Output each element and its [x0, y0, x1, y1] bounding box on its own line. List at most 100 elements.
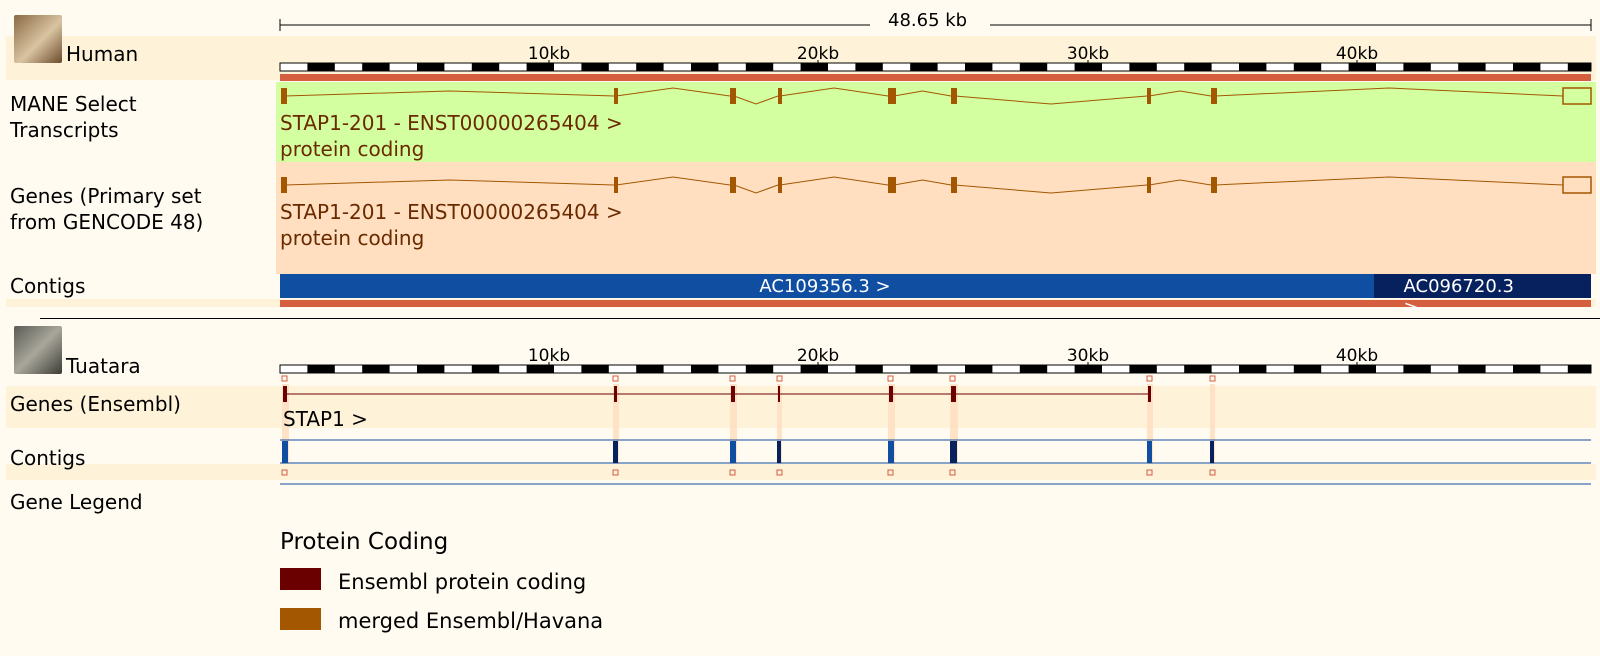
- ruler-segment: [965, 63, 993, 71]
- genes-exon: [614, 177, 618, 193]
- synteny-marker-bottom: [281, 469, 288, 476]
- ruler-tick-label: 30kb: [1066, 44, 1110, 64]
- contig-ac096720[interactable]: AC096720.3 >: [1403, 276, 1514, 318]
- ruler-segment: [362, 63, 390, 71]
- mane-intron: [615, 87, 731, 97]
- ruler-tick-label: 10kb: [527, 346, 571, 366]
- ruler-segment: [1513, 63, 1541, 71]
- tuatara-contig-block: [613, 441, 618, 463]
- genes-intron: [893, 179, 952, 186]
- mane-track-bg: [276, 82, 1596, 162]
- human-contigs-label: Contigs: [10, 274, 86, 298]
- tuatara-exon: [283, 386, 287, 402]
- genes-exon: [778, 177, 782, 193]
- synteny-column: [730, 384, 737, 464]
- mane-intron: [954, 95, 1148, 105]
- synteny-marker-bottom: [729, 469, 736, 476]
- tuatara-contig-block: [282, 441, 288, 463]
- genes-transcript-label[interactable]: STAP1-201 - ENST00000265404 > protein co…: [280, 200, 623, 250]
- mane-track-label: MANE Select Transcripts: [10, 92, 137, 142]
- tuatara-exon: [889, 386, 893, 402]
- ruler-segment: [1293, 63, 1322, 71]
- mane-intron: [893, 90, 952, 97]
- legend-label-merged: merged Ensembl/Havana: [338, 609, 604, 633]
- mane-exon: [614, 88, 618, 104]
- ruler-segment: [636, 365, 664, 373]
- ruler-segment: [362, 365, 390, 373]
- synteny-marker-top: [1209, 375, 1216, 382]
- human-species-band: [6, 36, 1596, 80]
- genes-intron: [779, 176, 889, 186]
- ruler-segment: [307, 63, 335, 71]
- ruler-segment: [581, 365, 609, 373]
- tuatara-contig-block: [888, 441, 894, 463]
- genes-intron: [1148, 179, 1212, 186]
- synteny-marker-top: [1146, 375, 1153, 382]
- contig-ac109356[interactable]: AC109356.3 >: [759, 276, 891, 297]
- ruler-segment: [526, 365, 554, 373]
- ruler-segment: [855, 63, 883, 71]
- ruler-segment: [581, 63, 609, 71]
- human-avatar: [14, 15, 62, 63]
- genes-track-label: Genes (Primary set from GENCODE 48): [10, 184, 204, 234]
- ruler-tick-label: 30kb: [1066, 346, 1110, 366]
- synteny-column: [950, 384, 958, 464]
- ruler-segment: [1567, 365, 1591, 373]
- human-red-bar-bottom: [280, 300, 1591, 307]
- ruler-segment: [1239, 365, 1267, 373]
- mane-exon: [888, 88, 896, 104]
- mane-intron: [1214, 87, 1564, 97]
- genes-exon: [1147, 177, 1151, 193]
- genes-exon: [730, 177, 736, 193]
- mane-exon: [281, 88, 287, 104]
- ruler-segment: [1129, 63, 1157, 71]
- ruler-segment: [745, 365, 774, 373]
- mane-intron: [1148, 90, 1212, 97]
- genes-intron: [615, 176, 731, 186]
- tuatara-exon: [778, 386, 780, 402]
- tuatara-exon: [1148, 386, 1151, 402]
- tuatara-genes-label: Genes (Ensembl): [10, 392, 181, 416]
- synteny-marker-bottom: [776, 469, 783, 476]
- genes-utr: [1562, 176, 1592, 194]
- ruler-segment: [1403, 365, 1431, 373]
- tuatara-contig-block: [730, 441, 736, 463]
- tuatara-contig-block: [777, 441, 781, 463]
- human-red-bar-top: [280, 74, 1591, 81]
- genes-exon: [888, 177, 896, 193]
- ruler-segment: [1293, 365, 1322, 373]
- ruler-segment: [636, 63, 664, 71]
- synteny-marker-bottom: [887, 469, 894, 476]
- tuatara-contig-block: [1147, 441, 1152, 463]
- tuatara-gene-label[interactable]: STAP1 >: [283, 407, 368, 431]
- synteny-column: [1147, 384, 1153, 464]
- ruler-segment: [1458, 63, 1486, 71]
- tuatara-avatar: [14, 326, 62, 374]
- ruler-segment: [910, 63, 938, 71]
- ruler-segment: [800, 63, 828, 71]
- synteny-marker-top: [776, 375, 783, 382]
- ruler-tick-label: 20kb: [796, 44, 840, 64]
- human-species-name: Human: [66, 42, 139, 66]
- ruler-tick-label: 40kb: [1335, 346, 1379, 366]
- synteny-marker-top: [281, 375, 288, 382]
- mane-exon: [778, 88, 782, 104]
- ruler-segment: [691, 63, 719, 71]
- tuatara-contig-strip: [6, 464, 1596, 480]
- ruler-segment: [965, 365, 993, 373]
- synteny-column: [1210, 384, 1215, 464]
- synteny-marker-top: [887, 375, 894, 382]
- ruler-segment: [691, 365, 719, 373]
- ruler-segment: [855, 365, 883, 373]
- genes-intron: [284, 179, 615, 186]
- tuatara-contigs-label: Contigs: [10, 446, 86, 470]
- ruler-segment: [1513, 365, 1541, 373]
- ruler-segment: [1348, 365, 1376, 373]
- tuatara-contig-block: [950, 441, 957, 463]
- mane-transcript-label[interactable]: STAP1-201 - ENST00000265404 > protein co…: [280, 111, 623, 161]
- mane-intron: [284, 90, 615, 97]
- synteny-marker-bottom: [612, 469, 619, 476]
- genes-track-bg: [276, 162, 1596, 274]
- ruler-segment: [1567, 63, 1591, 71]
